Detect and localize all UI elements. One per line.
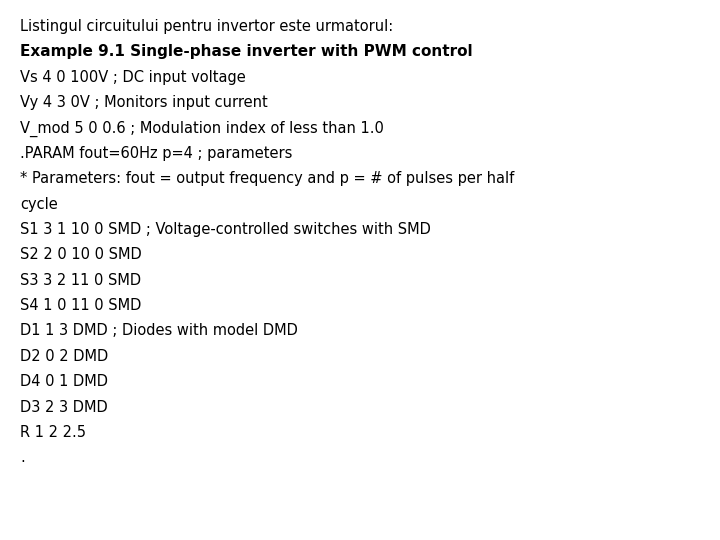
Text: D1 1 3 DMD ; Diodes with model DMD: D1 1 3 DMD ; Diodes with model DMD: [20, 323, 298, 339]
Text: S2 2 0 10 0 SMD: S2 2 0 10 0 SMD: [20, 247, 142, 262]
Text: D4 0 1 DMD: D4 0 1 DMD: [20, 374, 108, 389]
Text: D3 2 3 DMD: D3 2 3 DMD: [20, 400, 108, 415]
Text: V_mod 5 0 0.6 ; Modulation index of less than 1.0: V_mod 5 0 0.6 ; Modulation index of less…: [20, 120, 384, 137]
Text: R 1 2 2.5: R 1 2 2.5: [20, 425, 86, 440]
Text: Example 9.1 Single-phase inverter with PWM control: Example 9.1 Single-phase inverter with P…: [20, 44, 473, 59]
Text: S3 3 2 11 0 SMD: S3 3 2 11 0 SMD: [20, 273, 141, 288]
Text: * Parameters: fout = output frequency and p = # of pulses per half: * Parameters: fout = output frequency an…: [20, 171, 514, 186]
Text: cycle: cycle: [20, 197, 58, 212]
Text: .: .: [20, 450, 25, 465]
Text: S4 1 0 11 0 SMD: S4 1 0 11 0 SMD: [20, 298, 142, 313]
Text: S1 3 1 10 0 SMD ; Voltage-controlled switches with SMD: S1 3 1 10 0 SMD ; Voltage-controlled swi…: [20, 222, 431, 237]
Text: Listingul circuitului pentru invertor este urmatorul:: Listingul circuitului pentru invertor es…: [20, 19, 393, 34]
Text: Vy 4 3 0V ; Monitors input current: Vy 4 3 0V ; Monitors input current: [20, 95, 268, 110]
Text: .PARAM fout=60Hz p=4 ; parameters: .PARAM fout=60Hz p=4 ; parameters: [20, 146, 292, 161]
Text: Vs 4 0 100V ; DC input voltage: Vs 4 0 100V ; DC input voltage: [20, 70, 246, 85]
Text: D2 0 2 DMD: D2 0 2 DMD: [20, 349, 109, 364]
